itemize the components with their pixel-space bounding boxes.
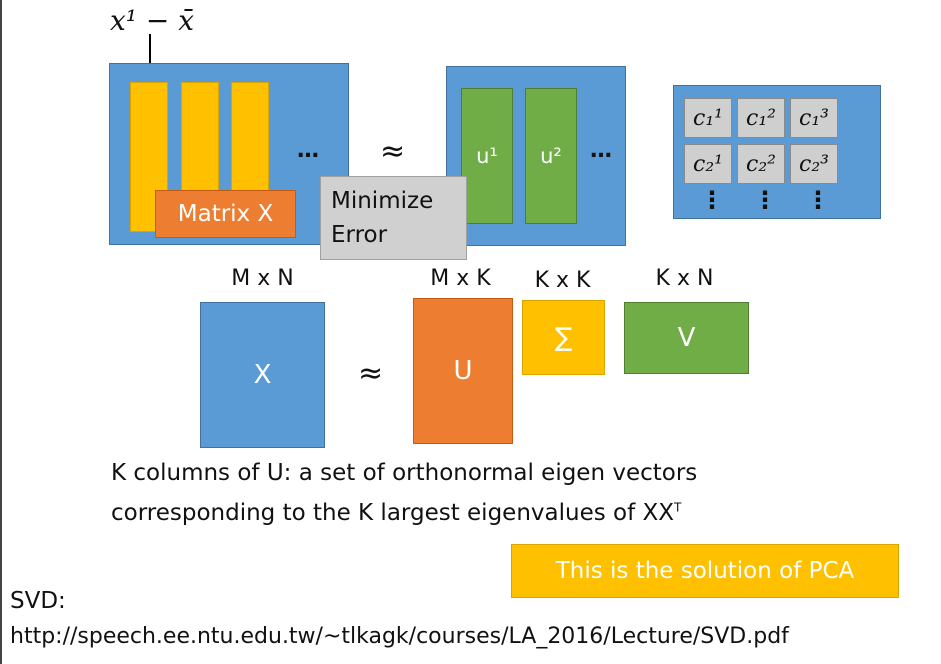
dim-label-u: M x K	[430, 266, 491, 291]
description-line2-text: corresponding to the K largest eigenvalu…	[111, 500, 675, 526]
minimize-error-box: Minimize Error	[320, 176, 467, 260]
svd-sigma-matrix: ∑	[522, 300, 605, 375]
component-u1-label: u¹	[476, 144, 498, 168]
coefficient-cell: c₁¹	[684, 98, 732, 138]
dim-label-sigma: K x K	[534, 268, 591, 293]
pca-note: This is the solution of PCA	[511, 544, 899, 598]
svd-x-matrix: X	[200, 302, 325, 448]
svd-reference-link[interactable]: http://speech.ee.ntu.edu.tw/~tlkagk/cour…	[10, 624, 789, 649]
svd-u-matrix: U	[413, 298, 513, 444]
minimize-error-line1: Minimize	[331, 188, 434, 214]
coefficient-cell: c₂³	[790, 144, 838, 184]
minimize-error-line2: Error	[331, 222, 388, 248]
svd-v-matrix: V	[624, 302, 749, 374]
vector-label: x¹ − x̄	[110, 4, 195, 37]
transpose-superscript: T	[674, 500, 682, 515]
svd-label: SVD:	[10, 588, 66, 614]
vdots: ⋮	[753, 186, 777, 214]
matrix-ellipsis: …	[297, 138, 319, 163]
coefficient-cell: c₂¹	[684, 144, 732, 184]
component-u1: u¹	[461, 88, 513, 224]
approx-sign-top: ≈	[380, 134, 406, 169]
coefficient-cell: c₁³	[790, 98, 838, 138]
svd-sigma-label: ∑	[554, 322, 573, 353]
matrix-x-label: Matrix X	[155, 190, 296, 238]
description-line1: K columns of U: a set of orthonormal eig…	[111, 460, 698, 486]
component-u2-label: u²	[540, 144, 562, 168]
approx-sign-svd: ≈	[358, 356, 384, 391]
components-ellipsis: …	[590, 138, 612, 163]
vdots: ⋮	[806, 186, 830, 214]
dim-label-v: K x N	[655, 266, 714, 291]
component-u2: u²	[525, 88, 577, 224]
description-line2: corresponding to the K largest eigenvalu…	[111, 500, 681, 526]
svd-x-label: X	[253, 360, 272, 390]
coefficient-cell: c₂²	[737, 144, 785, 184]
coefficient-cell: c₁²	[737, 98, 785, 138]
dim-label-x: M x N	[231, 266, 294, 291]
left-border	[0, 0, 2, 664]
svd-v-label: V	[677, 323, 696, 353]
svd-u-label: U	[453, 356, 473, 386]
vdots: ⋮	[700, 186, 724, 214]
